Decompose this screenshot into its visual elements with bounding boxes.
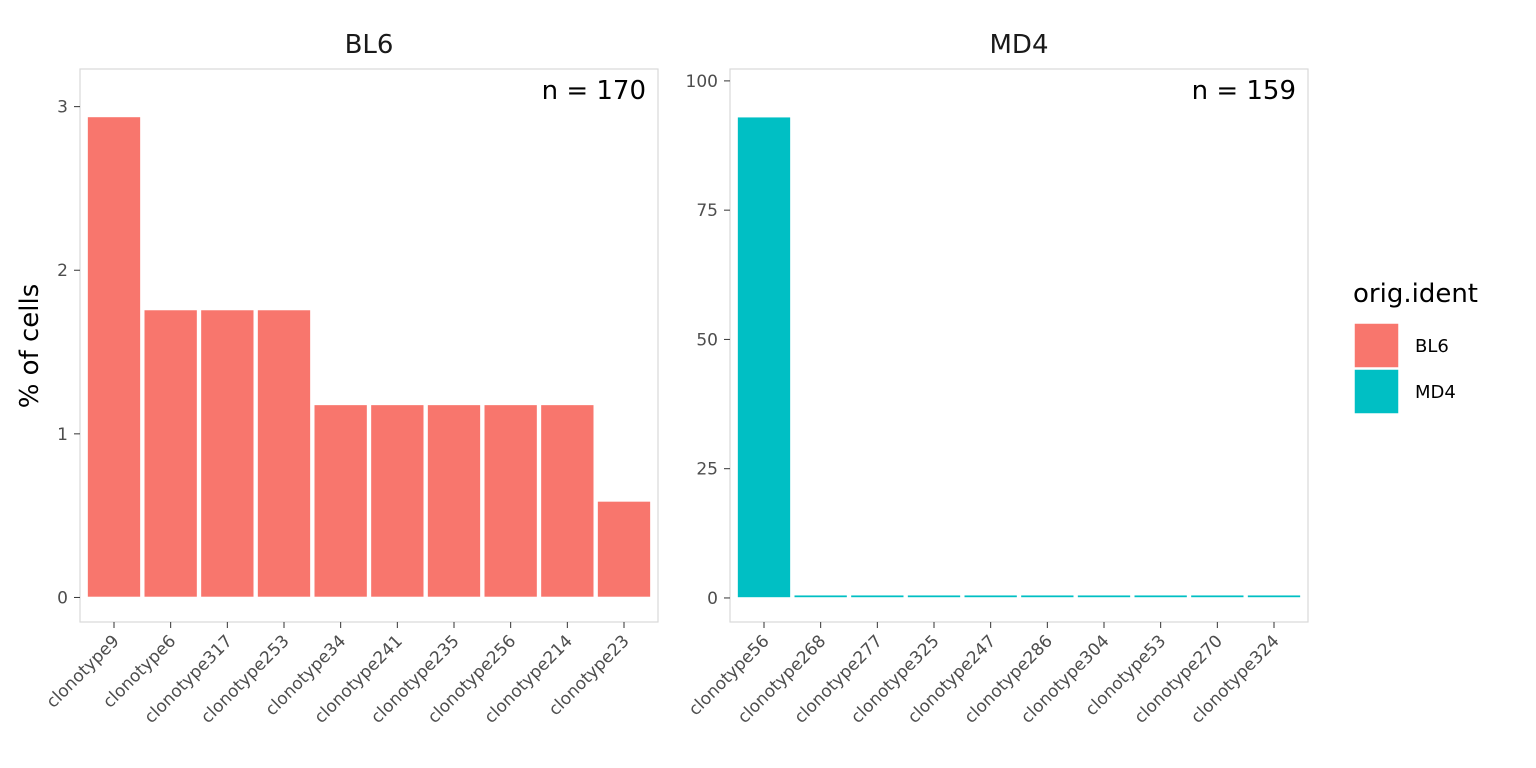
bar-clonotype53 [1133,593,1189,599]
y-tick-label: 75 [696,201,718,221]
panel-title: BL6 [345,30,394,60]
legend-title: orig.ident [1353,279,1478,309]
bar-clonotype23 [596,500,652,599]
y-tick-label: 100 [686,72,718,92]
bar-clonotype6 [143,308,199,599]
bar-clonotype256 [483,403,539,599]
bar-clonotype9 [86,115,142,599]
legend: orig.ident BL6 MD4 [1353,279,1478,415]
panel-border [729,68,1309,623]
y-tick-label: 2 [57,261,68,281]
y-tick-label: 50 [696,330,718,350]
bar-clonotype241 [369,403,426,599]
y-tick-label: 25 [696,460,718,480]
legend-label: MD4 [1415,382,1456,403]
bar-clonotype235 [426,403,482,599]
bar-clonotype277 [849,593,905,599]
bar-clonotype286 [1019,593,1075,599]
legend-key-md4 [1353,368,1400,415]
bar-clonotype56 [736,115,792,599]
y-tick-label: 3 [57,98,68,118]
panel-n-annotation: n = 159 [1192,76,1296,106]
y-axis-label: % of cells [15,284,45,409]
panel-border [79,68,659,623]
bar-clonotype253 [256,308,312,599]
bar-clonotype325 [906,593,962,599]
legend-label: BL6 [1415,336,1449,357]
panel-bl6: BL60123clonotype9clonotype6clonotype317c… [43,30,659,728]
panel-n-annotation: n = 170 [542,76,646,106]
y-tick-label: 1 [57,425,68,445]
bar-clonotype317 [199,308,255,599]
y-tick-label: 0 [57,588,68,608]
bar-clonotype268 [793,593,849,599]
bar-clonotype247 [963,593,1019,599]
bar-clonotype304 [1076,593,1132,599]
bar-clonotype214 [539,403,595,599]
panel-title: MD4 [990,30,1049,60]
bar-clonotype324 [1246,593,1302,599]
bar-clonotype270 [1189,593,1246,599]
bar-clonotype34 [313,403,369,599]
y-tick-label: 0 [707,589,718,609]
panel-md4: MD40255075100clonotype56clonotype268clon… [685,30,1309,728]
legend-entries: BL6 MD4 [1353,322,1456,415]
chart-panels: BL60123clonotype9clonotype6clonotype317c… [43,30,1309,728]
legend-key-bl6 [1353,322,1400,369]
